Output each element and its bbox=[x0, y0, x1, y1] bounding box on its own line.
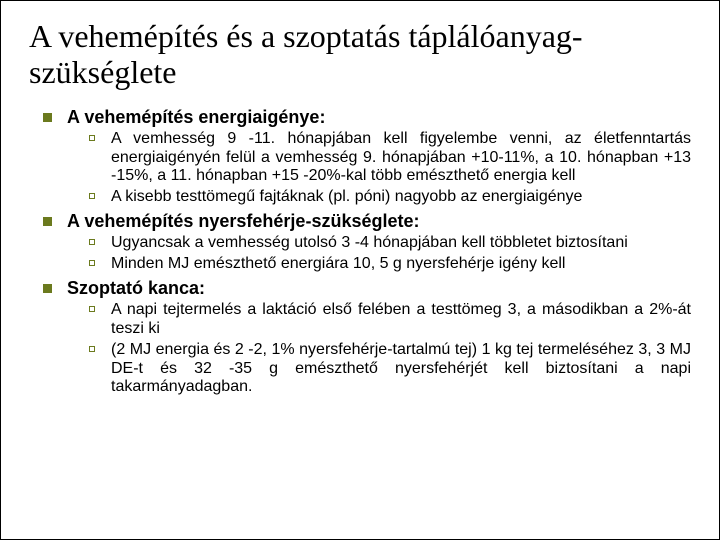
item-text: Ugyancsak a vemhesség utolsó 3 -4 hónapj… bbox=[111, 234, 691, 253]
section-2: Szoptató kanca: A napi tejtermelés a lak… bbox=[43, 278, 691, 397]
item-text: A kisebb testtömegű fajtáknak (pl. póni)… bbox=[111, 188, 691, 207]
slide-title: A vehemépítés és a szoptatás táplálóanya… bbox=[29, 19, 691, 91]
item-text: (2 MJ energia és 2 -2, 1% nyersfehérje-t… bbox=[111, 341, 691, 398]
item-text: Minden MJ emészthető energiára 10, 5 g n… bbox=[111, 255, 691, 274]
section-0: A vehemépítés energiaigénye: A vemhesség… bbox=[43, 107, 691, 208]
section-heading: A vehemépítés nyersfehérje-szükséglete: bbox=[67, 211, 420, 231]
section-heading: A vehemépítés energiaigénye: bbox=[67, 107, 325, 127]
subitems: Ugyancsak a vemhesség utolsó 3 -4 hónapj… bbox=[67, 234, 691, 274]
bullet-list: A vehemépítés energiaigénye: A vemhesség… bbox=[29, 107, 691, 398]
section-1: A vehemépítés nyersfehérje-szükséglete: … bbox=[43, 211, 691, 274]
section-heading: Szoptató kanca: bbox=[67, 278, 205, 298]
list-item: A kisebb testtömegű fajtáknak (pl. póni)… bbox=[89, 188, 691, 207]
subitems: A napi tejtermelés a laktáció első feléb… bbox=[67, 301, 691, 397]
list-item: A vemhesség 9 -11. hónapjában kell figye… bbox=[89, 130, 691, 187]
item-text: A vemhesség 9 -11. hónapjában kell figye… bbox=[111, 130, 691, 187]
list-item: A napi tejtermelés a laktáció első feléb… bbox=[89, 301, 691, 339]
slide: A vehemépítés és a szoptatás táplálóanya… bbox=[0, 0, 720, 540]
list-item: (2 MJ energia és 2 -2, 1% nyersfehérje-t… bbox=[89, 341, 691, 398]
subitems: A vemhesség 9 -11. hónapjában kell figye… bbox=[67, 130, 691, 208]
item-text: A napi tejtermelés a laktáció első feléb… bbox=[111, 301, 691, 339]
list-item: Minden MJ emészthető energiára 10, 5 g n… bbox=[89, 255, 691, 274]
list-item: Ugyancsak a vemhesség utolsó 3 -4 hónapj… bbox=[89, 234, 691, 253]
